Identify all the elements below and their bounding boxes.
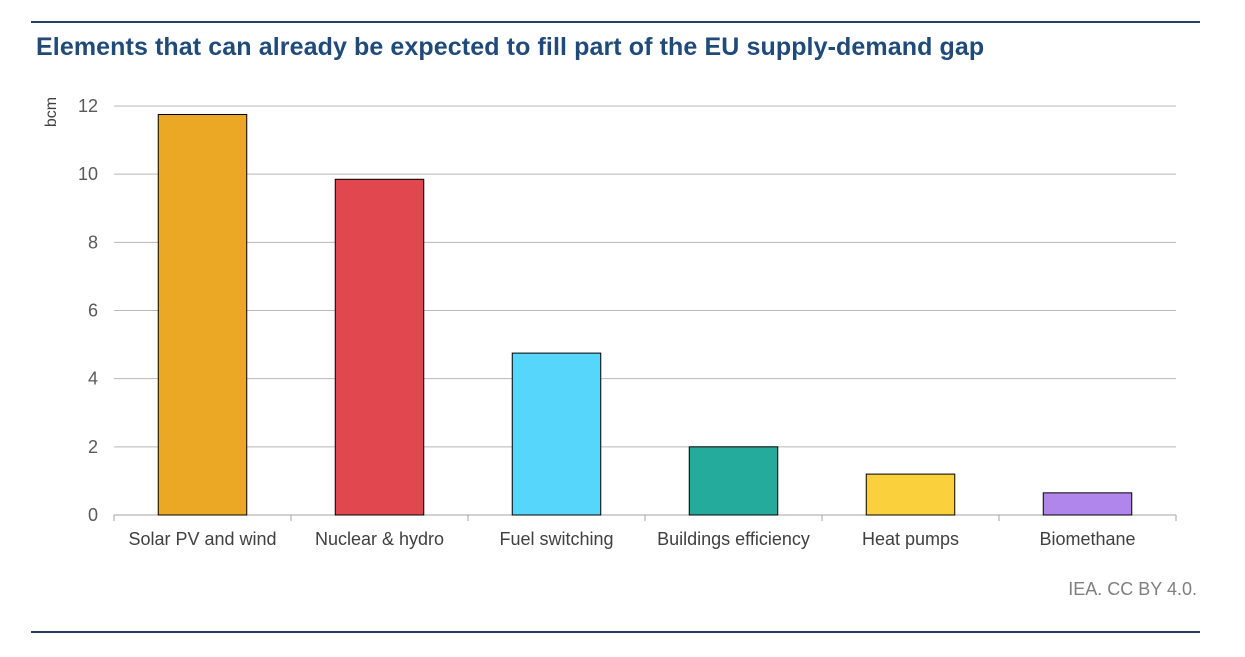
y-tick-label: 4 — [88, 369, 98, 389]
bar — [688, 446, 779, 516]
bar — [865, 473, 956, 516]
x-tick-label: Solar PV and wind — [128, 529, 276, 549]
x-tick-label: Buildings efficiency — [657, 529, 810, 549]
bottom-rule — [31, 631, 1200, 633]
y-tick-label: 6 — [88, 301, 98, 321]
x-tick-label: Heat pumps — [862, 529, 959, 549]
y-tick-label: 8 — [88, 232, 98, 252]
bar — [157, 114, 248, 516]
y-tick-label: 10 — [78, 164, 98, 184]
x-tick-label: Fuel switching — [499, 529, 613, 549]
y-axis-label: bcm — [43, 97, 60, 127]
bar — [334, 178, 425, 516]
bar — [1042, 492, 1133, 516]
source-credit: IEA. CC BY 4.0. — [1068, 579, 1197, 599]
x-tick-label: Biomethane — [1039, 529, 1135, 549]
x-tick-label: Nuclear & hydro — [315, 529, 444, 549]
y-tick-label: 2 — [88, 437, 98, 457]
y-tick-label: 0 — [88, 505, 98, 525]
top-rule — [31, 21, 1200, 23]
y-tick-label: 12 — [78, 96, 98, 116]
chart-title: Elements that can already be expected to… — [36, 33, 985, 61]
bar — [511, 352, 602, 516]
